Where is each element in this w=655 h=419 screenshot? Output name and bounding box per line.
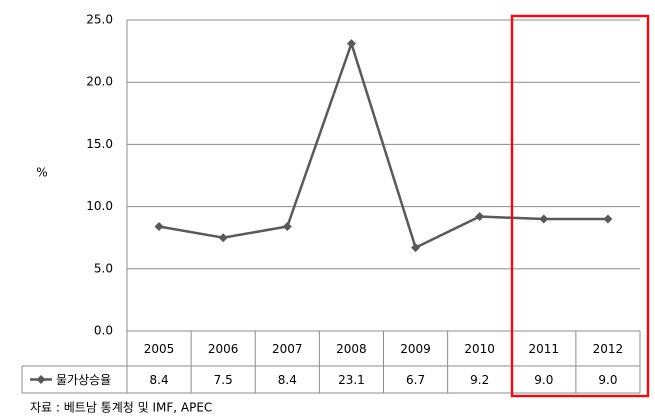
line-series [158,42,608,249]
y-tick-label: 20.0 [86,75,113,89]
highlight-box [510,14,650,398]
point-marker [218,233,228,243]
x-tick-label: 2005 [144,342,175,356]
table-value: 6.7 [406,373,425,387]
legend-marker [36,375,46,384]
y-tick-label: 10.0 [86,199,113,213]
x-tick-label: 2007 [272,342,303,356]
table-value: 9.2 [470,373,489,387]
point-marker [539,214,549,224]
table-value: 9.0 [534,373,553,387]
y-tick-label: 5.0 [94,261,113,275]
point-marker [154,222,164,232]
y-axis-label: % [36,166,47,180]
x-tick-label: 2011 [529,342,560,356]
x-tick-label: 2010 [464,342,495,356]
x-tick-label: 2012 [593,342,624,356]
point-marker [411,243,421,253]
x-tick-label: 2009 [400,342,431,356]
point-marker [475,212,485,222]
table-value: 9.0 [598,373,617,387]
y-tick-label: 25.0 [86,13,113,27]
table-value: 23.1 [338,373,365,387]
x-tick-label: 2008 [336,342,367,356]
point-marker [603,214,613,224]
table-value: 7.5 [214,373,233,387]
source-note: 자료 : 베트남 통계청 및 IMF, APEC [30,401,212,415]
y-tick-label: 15.0 [86,137,113,151]
table-value: 8.4 [278,373,297,387]
point-marker [282,222,292,232]
point-marker [346,39,356,49]
table-value: 8.4 [150,373,169,387]
legend-label: 물가상승율 [56,373,111,387]
y-tick-label: 0.0 [94,324,113,338]
x-tick-label: 2006 [208,342,239,356]
